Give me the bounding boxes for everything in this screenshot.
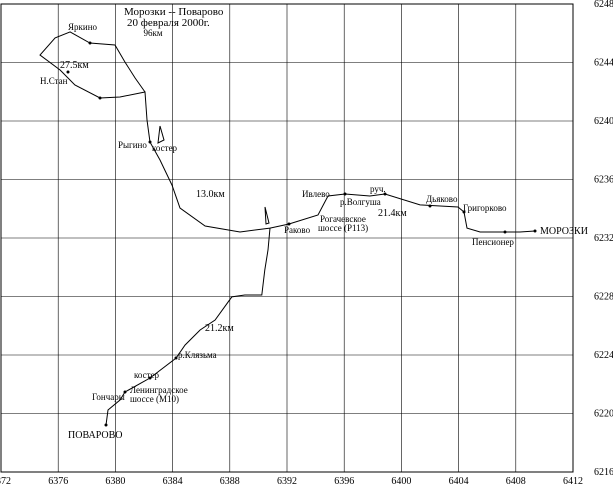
- x-tick-label: 6412: [563, 476, 583, 486]
- map-label: Ивлево: [302, 189, 330, 199]
- x-tick-label: 6372: [0, 476, 11, 486]
- map-label: 96км: [143, 28, 162, 38]
- place-dot: [533, 229, 537, 233]
- place-dot: [462, 210, 466, 214]
- x-tick-label: 6396: [334, 476, 354, 486]
- place-dot: [383, 192, 387, 196]
- route-line: [269, 193, 536, 233]
- route-line: [105, 228, 271, 426]
- map-label: Раково: [284, 225, 311, 235]
- map-label: Ленинградское: [130, 385, 188, 395]
- map-label: Рогачевское: [320, 214, 366, 224]
- map-label: 21.2км: [205, 323, 234, 334]
- chart-title: Морозки -- Поварово: [124, 6, 224, 18]
- place-dot: [174, 356, 178, 360]
- flag-marker: [157, 125, 165, 144]
- place-dot: [148, 140, 152, 144]
- map-label: МОРОЗКИ: [540, 226, 588, 237]
- map-label: костер: [134, 370, 160, 380]
- place-dot: [428, 204, 432, 208]
- y-tick-label: 6232: [594, 233, 613, 244]
- x-tick-label: 6388: [220, 476, 240, 486]
- map-label: Григорково: [463, 203, 507, 213]
- y-tick-label: 6240: [594, 116, 613, 127]
- place-dot: [88, 41, 92, 45]
- map-label: шоссе (М10): [130, 394, 179, 404]
- map-label: Дьяково: [426, 194, 458, 204]
- x-tick-label: 6376: [48, 476, 68, 486]
- x-tick-label: 6400: [391, 476, 411, 486]
- y-tick-label: 6248: [594, 0, 613, 10]
- map-label: Пенсионер: [472, 237, 514, 247]
- map-label: р.Клязьма: [178, 350, 217, 360]
- x-tick-label: 6404: [449, 476, 469, 486]
- map-label: ПОВАРОВО: [68, 430, 123, 441]
- x-tick-label: 6384: [163, 476, 183, 486]
- place-dot: [503, 230, 507, 234]
- map-label: Гончары: [92, 392, 125, 402]
- map-label: 21.4км: [378, 208, 407, 219]
- x-tick-label: 6408: [506, 476, 526, 486]
- map-label: 27.5км: [60, 60, 89, 71]
- flag-marker: [264, 206, 270, 225]
- place-dot: [343, 192, 347, 196]
- map-label: р.Волгуша: [340, 197, 381, 207]
- y-tick-label: 6244: [594, 58, 613, 69]
- map-label: шоссе (Р113): [318, 223, 368, 233]
- place-dot: [287, 222, 291, 226]
- y-tick-label: 6236: [594, 175, 613, 186]
- map-label: руч.: [370, 184, 386, 194]
- y-tick-label: 6228: [594, 292, 613, 303]
- map-label: 13.0км: [196, 189, 225, 200]
- map-label: костер: [152, 143, 178, 153]
- map-label: Н.Стан: [40, 76, 68, 86]
- x-tick-label: 6380: [105, 476, 125, 486]
- place-dot: [148, 376, 152, 380]
- map-label: Рыгино: [118, 140, 147, 150]
- place-dot: [123, 390, 127, 394]
- map-label: Яркино: [68, 22, 98, 32]
- place-dot: [98, 96, 102, 100]
- y-tick-label: 6224: [594, 350, 613, 361]
- y-tick-label: 6216: [594, 467, 613, 478]
- chart-subtitle: 20 февраля 2000г.: [127, 17, 210, 29]
- x-tick-label: 6392: [277, 476, 297, 486]
- y-tick-label: 6220: [594, 409, 613, 420]
- place-dot: [66, 70, 70, 74]
- place-dot: [104, 423, 108, 427]
